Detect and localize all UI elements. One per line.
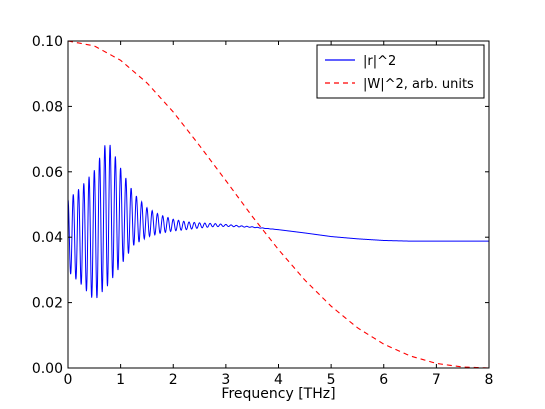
legend-label: |r|^2 — [363, 54, 396, 69]
x-tick-label: 2 — [169, 372, 178, 388]
x-axis-label: Frequency [THz] — [221, 386, 335, 402]
x-tick-label: 7 — [432, 372, 441, 388]
y-tick-label: 0.02 — [32, 296, 63, 312]
series-line-0 — [67, 144, 489, 299]
axis-ticks: 0 1 2 3 4 5 6 7 8 0.00 0.02 0.04 0.06 0.08 0.10 — [32, 34, 494, 388]
x-tick-label: 5 — [327, 372, 336, 388]
y-tick-label: 0.04 — [32, 230, 63, 246]
legend-label: |W|^2, arb. units — [363, 77, 474, 92]
x-tick-label: 8 — [485, 372, 494, 388]
x-tick-label: 4 — [274, 372, 283, 388]
y-tick-label: 0.10 — [32, 34, 63, 50]
plot-area — [67, 40, 490, 369]
legend: |r|^2 |W|^2, arb. units — [316, 44, 485, 99]
x-tick-label: 1 — [116, 372, 125, 388]
x-tick-label: 0 — [64, 372, 73, 388]
y-tick-label: 0.00 — [32, 361, 63, 377]
y-tick-label: 0.06 — [32, 165, 63, 181]
legend-box — [316, 44, 485, 99]
y-tick-label: 0.08 — [32, 99, 63, 115]
x-tick-label: 6 — [379, 372, 388, 388]
x-tick-label: 3 — [221, 372, 230, 388]
